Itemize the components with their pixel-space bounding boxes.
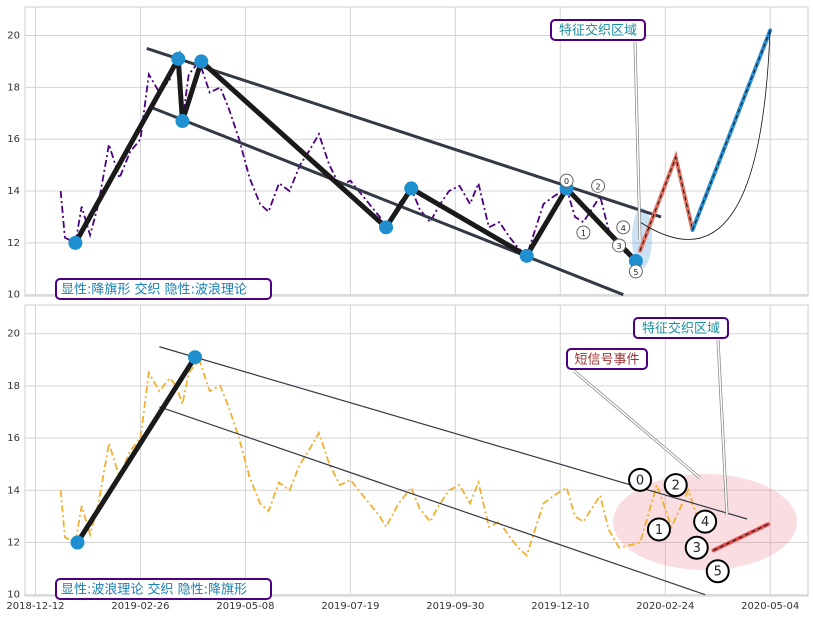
pattern-label-box bbox=[55, 278, 272, 300]
projection-dash bbox=[692, 30, 771, 231]
wave-marker bbox=[684, 535, 709, 560]
y-tick-label: 12 bbox=[7, 537, 20, 548]
annotation-text: 短信号事件 bbox=[574, 353, 639, 368]
x-tick-label: 2019-02-26 bbox=[111, 601, 169, 612]
annotation-arrow-inner bbox=[634, 41, 641, 241]
pattern-label: 显性:降旗形 交织 隐性:波浪理论 bbox=[61, 282, 247, 298]
pivot-point bbox=[519, 248, 534, 263]
x-tick-label: 2020-05-04 bbox=[741, 601, 799, 612]
pivot-point bbox=[194, 54, 209, 69]
wave-marker bbox=[628, 467, 653, 492]
wave-label: 3 bbox=[693, 541, 701, 556]
x-tick-label: 2019-09-30 bbox=[426, 601, 484, 612]
wave-label: 0 bbox=[636, 473, 644, 488]
x-tick-label: 2020-02-24 bbox=[636, 601, 694, 612]
annotation-arrow-inner bbox=[717, 339, 728, 516]
pivot-point bbox=[628, 254, 643, 269]
x-tick-label: 2018-12-12 bbox=[6, 601, 64, 612]
plot-area bbox=[24, 304, 809, 597]
price-line bbox=[59, 357, 713, 558]
arc bbox=[639, 29, 771, 240]
wave-label: 2 bbox=[672, 479, 680, 494]
x-tick-label: 2019-07-19 bbox=[321, 601, 379, 612]
channel-line bbox=[146, 47, 662, 219]
wave-marker bbox=[628, 264, 643, 279]
y-tick-label: 20 bbox=[7, 31, 20, 42]
wave-marker bbox=[612, 238, 627, 253]
highlight-zone bbox=[632, 208, 652, 268]
channel-line bbox=[159, 406, 706, 596]
wave-marker bbox=[646, 517, 671, 542]
wave-label: 1 bbox=[655, 523, 663, 538]
wave-label: 4 bbox=[621, 224, 626, 233]
pivot-point bbox=[68, 235, 83, 250]
pattern-label: 显性:波浪理论 交织 隐性:降旗形 bbox=[61, 582, 247, 598]
annotation-text: 特征交织区域 bbox=[642, 321, 720, 337]
y-tick-label: 14 bbox=[7, 186, 20, 197]
wave-label: 4 bbox=[701, 515, 709, 530]
wave-marker bbox=[576, 225, 591, 240]
wave-marker bbox=[663, 473, 688, 498]
channel-line bbox=[152, 106, 624, 297]
channel-line bbox=[159, 346, 748, 520]
y-tick-label: 12 bbox=[7, 238, 20, 249]
y-tick-label: 18 bbox=[7, 381, 20, 392]
pivot-point bbox=[379, 220, 394, 235]
pivot-point bbox=[171, 51, 186, 66]
wave-label: 0 bbox=[564, 177, 569, 186]
x-tick-label: 2019-12-10 bbox=[531, 601, 589, 612]
wave-marker bbox=[705, 559, 730, 584]
projection-dash bbox=[713, 523, 769, 551]
y-tick-label: 10 bbox=[7, 590, 20, 601]
projection-dash bbox=[639, 155, 694, 251]
plot-area bbox=[24, 6, 809, 297]
annotation-text: 特征交织区域 bbox=[559, 23, 637, 39]
y-tick-label: 16 bbox=[7, 433, 20, 444]
wave-label: 5 bbox=[633, 268, 638, 277]
annotation-arrow-inner bbox=[573, 370, 701, 479]
pivot-point bbox=[175, 114, 190, 129]
wave-marker bbox=[591, 178, 606, 193]
annotation-box bbox=[633, 317, 729, 339]
wave-marker bbox=[559, 173, 574, 188]
x-tick-label: 2019-05-08 bbox=[216, 601, 274, 612]
wave-label: 1 bbox=[581, 229, 586, 238]
wave-marker bbox=[693, 509, 718, 534]
pivot-point bbox=[188, 350, 203, 365]
zigzag-line bbox=[75, 355, 198, 544]
annotation-box bbox=[566, 348, 648, 370]
pattern-label-box bbox=[55, 578, 272, 600]
y-tick-label: 14 bbox=[7, 485, 20, 496]
y-tick-label: 10 bbox=[7, 290, 20, 301]
pivot-point bbox=[404, 181, 419, 196]
wave-marker bbox=[616, 220, 631, 235]
y-tick-label: 18 bbox=[7, 82, 20, 93]
pivot-point bbox=[70, 535, 85, 550]
y-tick-label: 20 bbox=[7, 329, 20, 340]
annotation-box bbox=[550, 19, 646, 41]
wave-label: 3 bbox=[617, 242, 622, 251]
y-tick-label: 16 bbox=[7, 134, 20, 145]
wave-label: 2 bbox=[596, 182, 601, 191]
wave-label: 5 bbox=[714, 565, 722, 580]
